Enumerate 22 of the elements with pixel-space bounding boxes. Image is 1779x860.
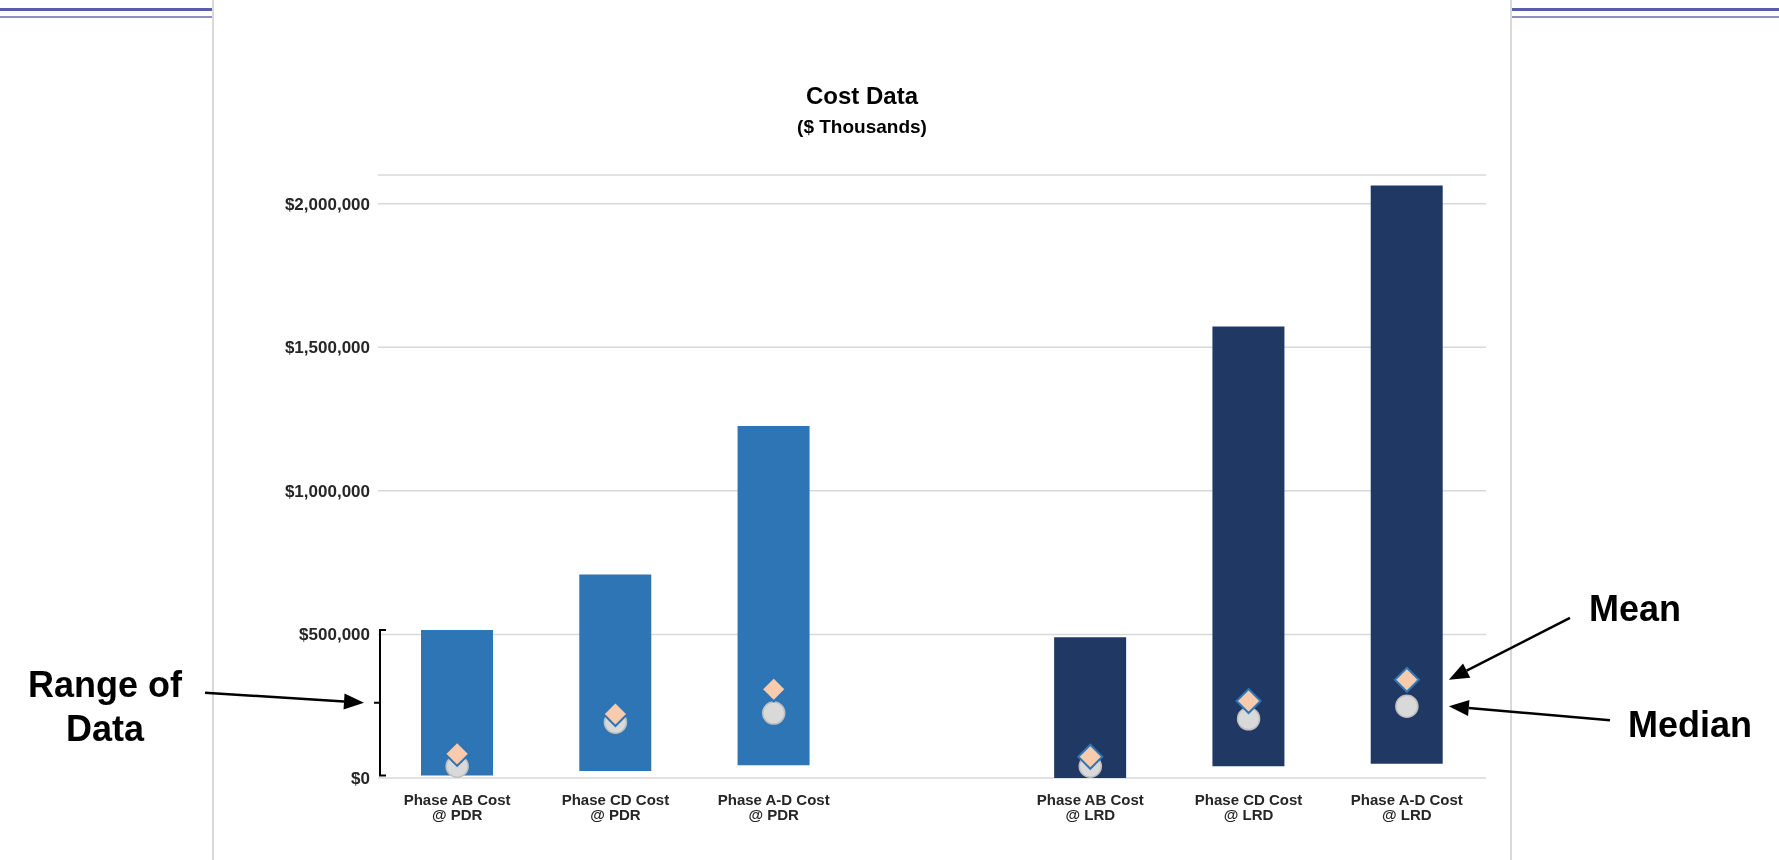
x-tick-label: Phase CD Cost @ LRD bbox=[1194, 790, 1303, 823]
bar bbox=[1212, 326, 1285, 767]
y-tick-label: $0 bbox=[351, 769, 370, 789]
y-tick-label: $1,500,000 bbox=[284, 338, 370, 358]
x-tick-label: Phase A-D Cost @ LRD bbox=[1350, 790, 1463, 823]
chart-title: Cost Data bbox=[805, 82, 920, 110]
bar bbox=[737, 425, 810, 766]
x-tick-label: Phase AB Cost @ PDR bbox=[403, 790, 511, 823]
bar bbox=[421, 630, 493, 776]
text: Range of Data bbox=[27, 662, 183, 751]
y-tick-label: $500,000 bbox=[299, 625, 370, 645]
y-tick-label: $1,000,000 bbox=[284, 481, 370, 501]
y-tick-label: $2,000,000 bbox=[284, 194, 370, 214]
x-tick-label: Phase CD Cost @ PDR bbox=[561, 790, 670, 823]
bar bbox=[1370, 185, 1443, 764]
x-tick-label: Phase AB Cost @ LRD bbox=[1036, 790, 1144, 823]
bar bbox=[1054, 637, 1127, 778]
text: Mean bbox=[1588, 587, 1682, 630]
bar bbox=[579, 574, 652, 772]
chart-subtitle: ($ Thousands) bbox=[796, 116, 928, 138]
text: Median bbox=[1627, 704, 1753, 747]
x-tick-label: Phase A-D Cost @ PDR bbox=[717, 790, 830, 823]
